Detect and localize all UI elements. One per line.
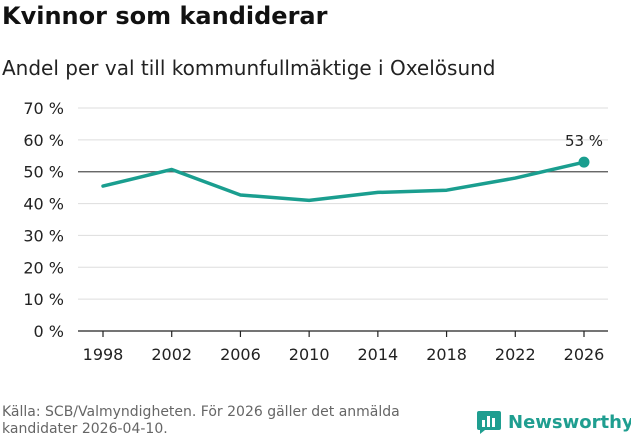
- x-tick-label: 2022: [495, 345, 536, 364]
- y-axis: 0 % 10 % 20 % 30 % 40 % 50 % 60 % 70 %: [23, 99, 64, 341]
- x-axis: 1998 2002 2006 2010 2014 2018 2022 2026: [78, 330, 608, 364]
- y-tick-label: 0 %: [34, 322, 64, 341]
- line-chart: 0 % 10 % 20 % 30 % 40 % 50 % 60 % 70 % 1998 2002…: [23, 99, 608, 364]
- x-tick-label: 1998: [83, 345, 124, 364]
- y-tick-label: 60 %: [23, 131, 64, 150]
- brand-name: Newsworthy: [508, 411, 631, 433]
- x-tick-label: 2018: [426, 345, 467, 364]
- chart-title: Kvinnor som kandiderar: [2, 2, 328, 30]
- newsworthy-icon: [477, 411, 501, 434]
- y-tick-label: 30 %: [23, 226, 64, 245]
- data-point-2026: [578, 156, 590, 168]
- series-layer: 53 %: [101, 132, 603, 203]
- x-tick-label: 2014: [357, 345, 398, 364]
- x-tick-label: 2026: [564, 345, 605, 364]
- y-tick-label: 40 %: [23, 195, 64, 214]
- series-line-0: [101, 160, 586, 203]
- y-tick-label: 50 %: [23, 163, 64, 182]
- x-tick-label: 2006: [220, 345, 261, 364]
- y-tick-label: 20 %: [23, 258, 64, 277]
- chart-subtitle: Andel per val till kommunfullmäktige i O…: [2, 56, 496, 80]
- data-label-2026: 53 %: [565, 132, 603, 150]
- gridlines: [78, 107, 608, 300]
- brand-logo: Newsworthy: [476, 409, 631, 435]
- x-tick-label: 2002: [151, 345, 192, 364]
- source-note: Källa: SCB/Valmyndigheten. För 2026 gäll…: [2, 404, 400, 437]
- y-tick-label: 70 %: [23, 99, 64, 118]
- y-tick-label: 10 %: [23, 290, 64, 309]
- x-tick-label: 2010: [289, 345, 330, 364]
